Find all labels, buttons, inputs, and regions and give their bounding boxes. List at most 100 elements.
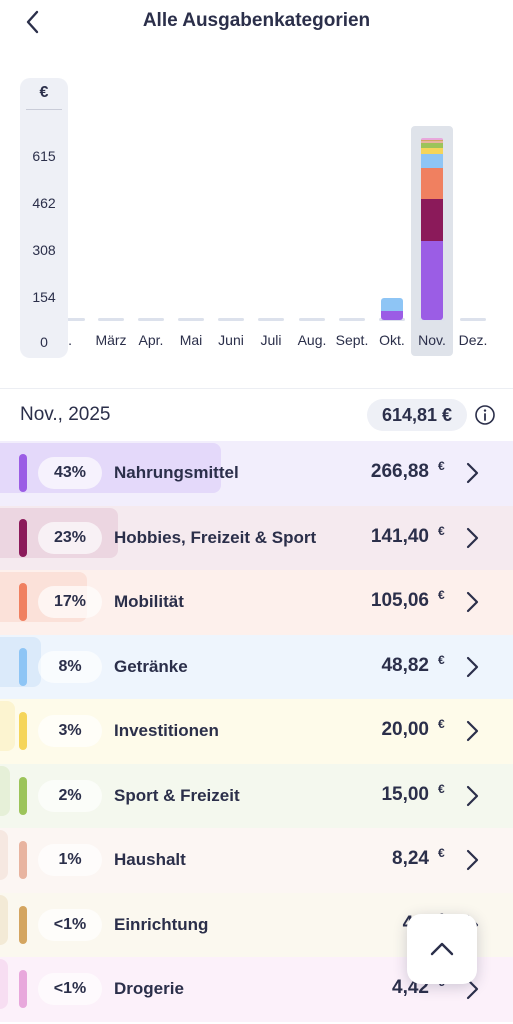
bar-baseline xyxy=(98,318,124,321)
section-divider xyxy=(0,388,513,389)
x-tick-label[interactable]: März xyxy=(95,332,127,348)
category-currency: € xyxy=(438,846,445,860)
chevron-right-icon xyxy=(466,978,479,1000)
category-amount: 8,24 xyxy=(392,848,429,869)
chevron-right-icon xyxy=(466,720,479,742)
bar-baseline xyxy=(178,318,204,321)
total-amount-badge: 614,81 € xyxy=(367,399,467,431)
x-tick-label[interactable]: Okt. xyxy=(379,332,405,348)
category-list: 43% Nahrungsmittel 266,88 €23% Hobbies, Frei… xyxy=(0,441,513,1022)
info-button[interactable] xyxy=(474,404,496,426)
app-header: Alle Ausgabenkategorien xyxy=(0,0,513,44)
category-color-bar xyxy=(19,583,27,621)
category-percent-badge: 43% xyxy=(38,457,102,489)
bar-segment-nahrungsmittel[interactable] xyxy=(421,241,443,320)
category-name: Einrichtung xyxy=(114,914,209,934)
bar-baseline xyxy=(460,318,486,321)
category-name: Drogerie xyxy=(114,979,184,998)
category-amount: 48,82 xyxy=(381,654,429,676)
category-row[interactable]: 17% Mobilität 105,06 € xyxy=(0,570,513,635)
category-share-fill xyxy=(0,443,221,493)
category-color-bar xyxy=(19,712,27,750)
y-tick-label: 308 xyxy=(32,242,56,258)
bar-segment-nahrungsmittel[interactable] xyxy=(381,311,403,320)
x-tick-label[interactable]: Sept. xyxy=(335,332,369,348)
x-tick-label[interactable]: Apr. xyxy=(138,332,164,348)
chevron-right-icon xyxy=(466,462,479,484)
category-share-fill xyxy=(0,701,16,751)
page-title: Alle Ausgabenkategorien xyxy=(142,10,371,31)
category-color-bar xyxy=(19,905,27,944)
bar-segment-haushalt[interactable] xyxy=(421,140,443,144)
category-row[interactable]: 1% Haushalt 8,24 € xyxy=(0,828,513,893)
x-tick-label[interactable]: Juni xyxy=(218,332,244,348)
category-color-bar xyxy=(19,518,27,557)
info-circle-icon xyxy=(475,405,495,425)
category-amount: 141,40 xyxy=(370,525,429,547)
category-name: Hobbies, Freizeit & Sport xyxy=(114,527,317,547)
category-percent-badge: 1% xyxy=(38,844,102,876)
category-percent-badge: 2% xyxy=(38,779,102,812)
bar-segment-einrichtung[interactable] xyxy=(421,139,443,141)
category-color-bar xyxy=(19,776,27,815)
bar-baseline xyxy=(299,318,325,321)
category-percent-badge: 23% xyxy=(38,521,102,554)
y-axis-unit: € xyxy=(39,84,49,101)
chevron-right-icon xyxy=(466,785,479,806)
x-tick-label[interactable]: Dez. xyxy=(458,332,488,348)
bar-segment-drogerie[interactable] xyxy=(421,138,443,140)
period-label: Nov., 2025 xyxy=(20,404,111,425)
x-tick-label[interactable]: Juli xyxy=(260,332,282,348)
category-name: Getränke xyxy=(114,656,188,676)
bar-baseline xyxy=(59,318,85,321)
category-color-bar xyxy=(19,970,27,1008)
category-name: Mobilität xyxy=(114,592,184,611)
category-percent-badge: 17% xyxy=(38,586,102,618)
chevron-up-icon xyxy=(430,942,454,956)
category-row[interactable]: 23% Hobbies, Freizeit & Sport 141,40 € xyxy=(0,505,513,570)
x-tick-label[interactable]: Nov. xyxy=(418,332,446,348)
category-row[interactable]: 2% Sport & Freizeit 15,00 € xyxy=(0,763,513,828)
bar-baseline xyxy=(218,318,244,321)
category-row[interactable]: 43% Nahrungsmittel 266,88 € xyxy=(0,441,513,506)
category-percent-badge: 8% xyxy=(38,650,102,683)
category-share-fill xyxy=(0,765,11,816)
bar-segment-investitionen[interactable] xyxy=(421,147,443,154)
bar-baseline xyxy=(138,318,164,321)
category-amount: 105,06 xyxy=(370,590,429,611)
category-color-bar xyxy=(19,454,27,492)
bar-segment-getr-nke[interactable] xyxy=(381,297,403,312)
category-currency: € xyxy=(438,717,445,731)
category-name: Investitionen xyxy=(114,721,219,740)
monthly-expense-chart: eb.MärzApr.MaiJuniJuliAug.Sept.Okt.Nov.D… xyxy=(0,60,513,380)
bar-segment-hobbies-freizeit-sport[interactable] xyxy=(421,199,443,242)
category-name: Nahrungsmittel xyxy=(114,463,239,482)
y-tick-label: 462 xyxy=(32,195,56,211)
x-tick-label[interactable]: Mai xyxy=(179,332,203,348)
category-row[interactable]: 8% Getränke 48,82 € xyxy=(0,634,513,699)
x-tick-label[interactable]: Aug. xyxy=(297,332,327,348)
bar-segment-sport-freizeit[interactable] xyxy=(421,143,443,148)
category-color-bar xyxy=(19,647,27,686)
back-button[interactable] xyxy=(20,8,48,36)
chevron-right-icon xyxy=(466,527,479,548)
y-axis: € 615 462 308 154 0 xyxy=(20,78,68,358)
bar-baseline xyxy=(339,318,365,321)
category-currency: € xyxy=(438,523,445,538)
bar-segment-mobilit-t[interactable] xyxy=(421,168,443,200)
category-share-fill xyxy=(0,959,8,1009)
category-name: Haushalt xyxy=(114,850,186,869)
chevron-right-icon xyxy=(466,849,479,871)
scroll-to-top-button[interactable] xyxy=(407,914,477,984)
chevron-right-icon xyxy=(466,591,479,613)
category-share-fill xyxy=(0,830,8,880)
category-share-fill xyxy=(0,894,8,945)
category-amount: 20,00 xyxy=(381,719,429,740)
category-percent-badge: <1% xyxy=(38,908,102,941)
category-currency: € xyxy=(438,588,445,602)
category-row[interactable]: 3% Investitionen 20,00 € xyxy=(0,699,513,764)
category-currency: € xyxy=(438,459,445,473)
bar-segment-getr-nke[interactable] xyxy=(421,153,443,169)
category-name: Sport & Freizeit xyxy=(114,785,240,805)
